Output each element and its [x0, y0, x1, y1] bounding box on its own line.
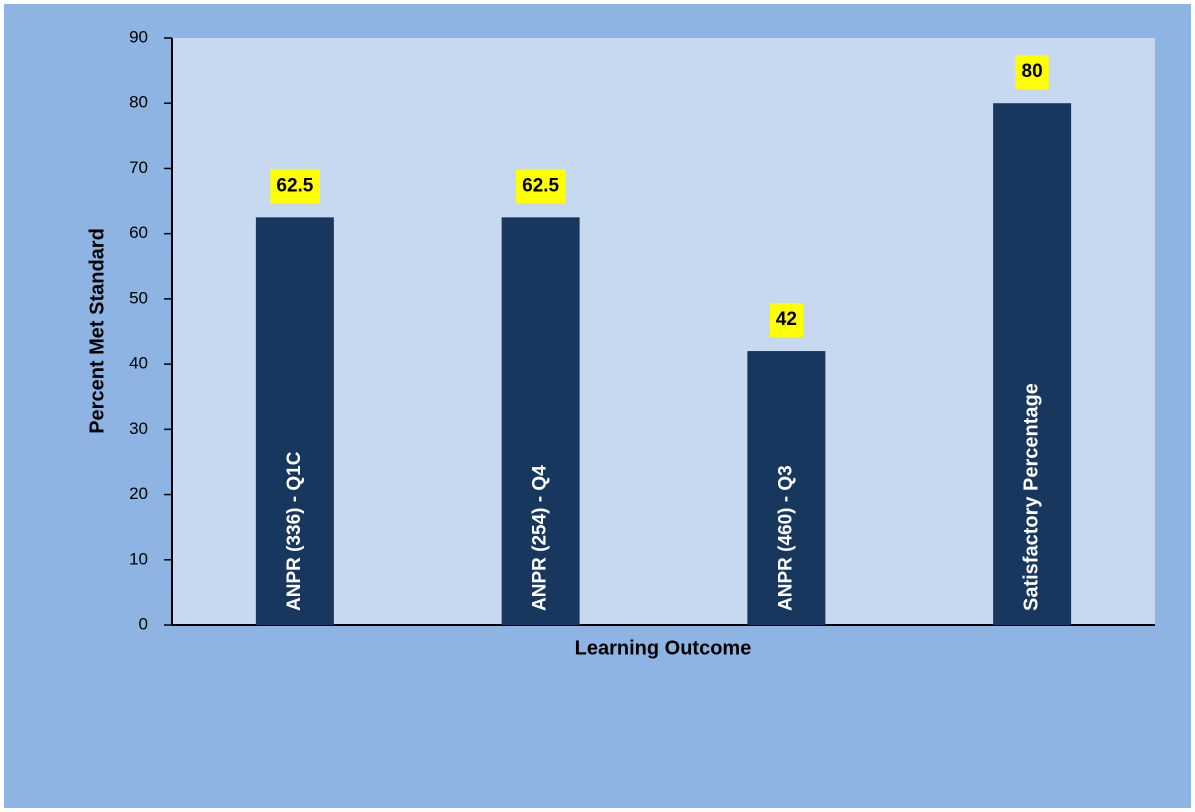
y-tick-label: 0	[139, 614, 148, 633]
category-label: Satisfactory Percentage	[1020, 383, 1042, 611]
bar	[993, 103, 1072, 625]
value-label-background	[270, 169, 320, 204]
x-axis-label: Learning Outcome	[575, 637, 752, 659]
category-label: ANPR (460) - Q3	[775, 465, 796, 611]
value-label-background	[769, 303, 803, 338]
y-tick-label: 90	[129, 27, 148, 46]
bar	[501, 217, 580, 625]
category-label: ANPR (336) - Q1C	[284, 451, 305, 611]
bar	[255, 217, 334, 625]
value-label-background	[1015, 55, 1049, 90]
y-tick-label: 70	[129, 158, 148, 177]
bar	[747, 351, 826, 625]
y-tick-label: 80	[129, 93, 148, 112]
value-label: 62.5	[276, 175, 313, 196]
value-label: 42	[776, 309, 797, 330]
y-tick-label: 40	[129, 354, 148, 373]
value-label-background	[516, 169, 566, 204]
y-tick-label: 10	[129, 549, 148, 568]
value-label: 80	[1022, 61, 1043, 82]
y-tick-label: 50	[129, 288, 148, 307]
y-tick-label: 20	[129, 484, 148, 503]
y-tick-label: 60	[129, 223, 148, 242]
plot-area	[172, 38, 1155, 625]
category-label: ANPR (254) - Q4	[530, 465, 551, 611]
y-axis-label: Percent Met Standard	[86, 228, 108, 434]
value-label: 62.5	[522, 175, 559, 196]
y-tick-label: 30	[129, 419, 148, 438]
